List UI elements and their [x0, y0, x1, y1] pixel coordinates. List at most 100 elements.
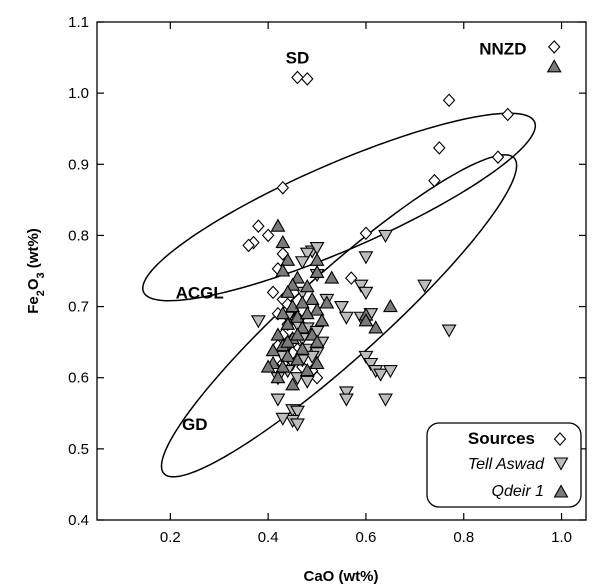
qdeir-1-point — [280, 348, 296, 362]
qdeir-1-point — [309, 302, 325, 316]
qdeir-1-point — [280, 252, 296, 266]
x-tick-label: 0.2 — [160, 529, 181, 546]
qdeir-1-point — [260, 359, 276, 373]
qdeir-1-point — [285, 377, 301, 391]
y-tick-label: 1.0 — [68, 85, 89, 102]
tell-aswad-point — [294, 256, 310, 270]
tell-aswad-point — [270, 393, 286, 407]
y-tick-label: 0.9 — [68, 156, 89, 173]
sources-point — [433, 141, 446, 155]
x-tick-label: 0.6 — [356, 529, 377, 546]
qdeir-1-point — [290, 327, 305, 341]
tell-aswad-point — [378, 393, 393, 407]
x-tick-label: 0.8 — [453, 529, 474, 546]
qdeir-1-point — [304, 327, 320, 341]
qdeir-1-point — [314, 313, 330, 327]
tell-aswad-point — [378, 229, 393, 244]
qdeir-1-point — [299, 279, 315, 293]
legend-box — [426, 422, 582, 508]
legend-marker-sources — [553, 432, 567, 446]
region-label-gd: GD — [182, 415, 208, 434]
tell-aswad-point — [299, 247, 315, 261]
region-label-acgl: ACGL — [176, 283, 224, 302]
qdeir-1-point — [290, 352, 305, 366]
tell-aswad-point — [338, 386, 354, 400]
x-tick-label: 0.4 — [258, 529, 279, 546]
legend-marker-tell-aswad — [553, 457, 569, 471]
qdeir-1-point — [382, 298, 398, 313]
sources-point — [428, 173, 441, 188]
sources-point — [291, 70, 304, 85]
tell-aswad-point — [382, 365, 398, 379]
sources-point — [547, 40, 561, 54]
tell-aswad-point — [290, 418, 305, 432]
sources-point — [242, 238, 255, 253]
qdeir-1-point — [309, 264, 325, 278]
sources-point — [301, 72, 314, 86]
qdeir-1-point — [304, 291, 320, 306]
y-tick-label: 0.8 — [68, 227, 89, 244]
qdeir-1-point — [319, 295, 335, 309]
legend-label-qdeir-1: Qdeir 1 — [492, 483, 544, 500]
qdeir-1-point — [270, 370, 286, 384]
qdeir-1-point — [275, 263, 291, 277]
region-label-nnzd: NNZD — [479, 39, 526, 58]
legend-title: Sources — [468, 429, 535, 448]
tell-aswad-point — [373, 368, 389, 382]
sources-point — [501, 107, 515, 122]
sources-point — [261, 228, 275, 243]
qdeir-1-point — [358, 313, 374, 327]
legend-markers — [553, 432, 569, 498]
sources-point — [266, 285, 280, 300]
qdeir-1-point — [280, 284, 296, 298]
plot-frame — [96, 21, 587, 521]
y-tick-label: 1.1 — [68, 14, 89, 31]
x-axis-title: CaO (wt%) — [304, 568, 379, 585]
legend-label-tell-aswad: Tell Aswad — [468, 456, 545, 473]
sources-point — [442, 93, 456, 108]
tell-aswad-point — [358, 251, 374, 265]
tell-aswad-point — [353, 279, 369, 293]
region-label-sd: SD — [286, 49, 310, 68]
qdeir-1-point — [270, 327, 286, 341]
tell-aswad-point — [250, 315, 266, 329]
y-axis-title: Fe2O3 (wt%) — [25, 228, 47, 314]
ellipses-layer — [142, 112, 537, 478]
qdeir-1-point — [299, 306, 315, 320]
tell-aswad-point — [299, 375, 315, 389]
qdeir-1-point — [275, 306, 291, 320]
qdeir-1-point — [368, 320, 384, 334]
y-tick-label: 0.7 — [68, 299, 89, 316]
qdeir-1-point — [290, 270, 305, 284]
tell-aswad-point — [338, 393, 354, 407]
qdeir-1-point — [275, 234, 291, 249]
qdeir-1-point — [299, 362, 315, 377]
tell-aswad-point — [334, 301, 349, 315]
tell-aswad-point — [275, 412, 291, 426]
tell-aswad-point — [441, 324, 457, 338]
tell-aswad-point — [358, 350, 374, 364]
ticks-layer: 0.2 0.4 0.6 0.8 1.0 0.4 0.5 0.6 0.7 0.8 0.9 1.0 1.1 — [68, 14, 586, 546]
legend: Sources Tell Aswad Qdeir 1 — [426, 422, 582, 508]
tell-aswad-point — [358, 286, 374, 300]
qdeir-1-point — [280, 334, 296, 348]
qdeir-1-point — [285, 298, 301, 313]
sources-point — [252, 219, 265, 233]
x-tick-label: 1.0 — [551, 529, 572, 546]
qdeir-1-point — [265, 343, 281, 357]
qdeir-1-point — [309, 355, 325, 370]
y-tick-label: 0.6 — [68, 370, 89, 387]
y-tick-label: 0.5 — [68, 441, 89, 458]
qdeir-1-point — [294, 295, 310, 309]
markers-layer — [242, 40, 562, 432]
qdeir-1-point — [275, 359, 291, 373]
region-labels-layer: SD NNZD ACGL GD — [176, 39, 527, 434]
tell-aswad-point — [338, 311, 354, 325]
qdeir-1-point — [324, 270, 340, 284]
sources-point — [276, 180, 290, 195]
tell-aswad-point — [417, 279, 433, 293]
ellipse-gd — [160, 154, 518, 478]
qdeir-1-point — [290, 309, 305, 323]
qdeir-1-point — [294, 320, 310, 334]
